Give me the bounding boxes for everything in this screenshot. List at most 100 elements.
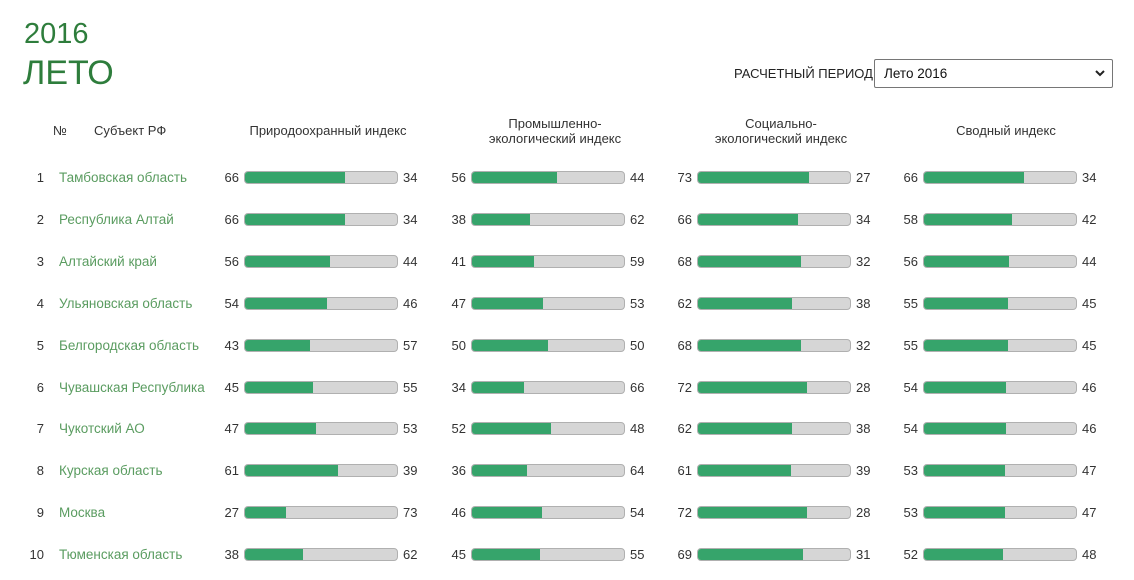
column-header-line: Сводный индекс	[956, 123, 1056, 138]
period-select[interactable]: Лето 2016	[874, 59, 1113, 88]
score-bar-fill	[245, 423, 317, 435]
score-bar-fill	[698, 255, 802, 267]
column-header-line: экологический индекс	[714, 131, 848, 146]
rank-number: 10	[29, 547, 44, 563]
score-bar	[697, 548, 851, 562]
score-bar-fill	[472, 172, 558, 183]
remainder-value: 38	[856, 421, 871, 437]
rank-number: 6	[36, 379, 44, 395]
score-bar-fill	[472, 381, 524, 393]
column-header-social-index: Социально- экологический индекс	[681, 116, 881, 146]
table-row: 1 Тамбовская область 66 34 56 44 73 27 66 34	[0, 163, 1134, 193]
remainder-value: 62	[403, 547, 418, 563]
remainder-value: 66	[630, 379, 645, 395]
score-value: 38	[224, 547, 239, 563]
score-value: 66	[903, 170, 918, 185]
score-bar-fill	[924, 465, 1005, 477]
region-link[interactable]: Белгородская область	[59, 337, 200, 353]
score-value: 56	[224, 253, 239, 269]
score-bar	[244, 254, 398, 268]
period-selected-value: Лето 2016	[884, 66, 948, 81]
region-link[interactable]: Курская область	[59, 463, 163, 479]
remainder-value: 55	[630, 547, 645, 563]
score-bar-fill	[472, 255, 535, 267]
score-bar-fill	[924, 423, 1007, 435]
remainder-value: 46	[1082, 379, 1097, 395]
table-row: 9 Москва 27 73 46 54 72 28 53 47	[0, 498, 1134, 528]
score-bar-fill	[698, 172, 809, 183]
score-bar	[923, 464, 1077, 478]
score-value: 34	[451, 379, 466, 395]
remainder-value: 34	[1082, 170, 1097, 185]
rank-number: 1	[36, 170, 44, 185]
remainder-value: 48	[1082, 547, 1097, 563]
score-value: 53	[903, 505, 918, 521]
score-value: 72	[677, 379, 692, 395]
score-bar-fill	[698, 381, 808, 393]
remainder-value: 53	[403, 421, 418, 437]
score-value: 66	[224, 211, 239, 227]
table-row: 2 Республика Алтай 66 34 38 62 66 34 58 42	[0, 205, 1134, 235]
region-link[interactable]: Алтайский край	[59, 253, 157, 269]
rank-number: 4	[36, 295, 44, 311]
remainder-value: 38	[856, 295, 871, 311]
remainder-value: 46	[1082, 421, 1097, 437]
region-link[interactable]: Чувашская Республика	[59, 379, 205, 395]
score-value: 61	[224, 463, 239, 479]
remainder-value: 45	[1082, 295, 1097, 311]
table-row: 5 Белгородская область 43 57 50 50 68 32 55 45	[0, 331, 1134, 361]
remainder-value: 28	[856, 505, 871, 521]
region-link[interactable]: Республика Алтай	[59, 211, 174, 227]
region-link[interactable]: Тюменская область	[59, 547, 183, 563]
remainder-value: 47	[1082, 463, 1097, 479]
remainder-value: 34	[403, 170, 418, 185]
score-value: 27	[224, 505, 239, 521]
score-value: 62	[677, 295, 692, 311]
score-bar	[471, 212, 625, 226]
remainder-value: 62	[630, 211, 645, 227]
score-value: 47	[451, 295, 466, 311]
rank-number: 5	[36, 337, 44, 353]
score-bar	[923, 171, 1077, 184]
rank-number: 7	[36, 421, 44, 437]
score-bar	[697, 171, 851, 184]
score-bar	[923, 422, 1077, 436]
region-link[interactable]: Москва	[59, 505, 106, 521]
remainder-value: 50	[630, 337, 645, 353]
column-header-summary-index: Сводный индекс	[906, 123, 1106, 138]
score-value: 61	[677, 463, 692, 479]
region-link[interactable]: Тамбовская область	[59, 170, 188, 185]
score-bar-fill	[924, 213, 1013, 225]
remainder-value: 34	[403, 211, 418, 227]
score-bar	[923, 506, 1077, 520]
score-bar	[471, 296, 625, 310]
score-value: 55	[903, 337, 918, 353]
score-value: 66	[224, 170, 239, 185]
score-bar-fill	[245, 381, 314, 393]
score-bar-fill	[472, 423, 552, 435]
score-bar-fill	[698, 339, 802, 351]
score-value: 66	[677, 211, 692, 227]
score-bar-fill	[245, 549, 303, 561]
remainder-value: 64	[630, 463, 645, 479]
score-bar	[697, 296, 851, 310]
score-bar	[244, 171, 398, 184]
score-bar	[471, 380, 625, 394]
score-bar	[923, 338, 1077, 352]
score-bar	[471, 506, 625, 520]
score-value: 46	[451, 505, 466, 521]
score-value: 69	[677, 547, 692, 563]
region-link[interactable]: Ульяновская область	[59, 295, 193, 311]
score-bar-fill	[245, 507, 287, 519]
score-bar-fill	[245, 255, 331, 267]
remainder-value: 44	[630, 170, 645, 185]
score-bar-fill	[472, 465, 527, 477]
remainder-value: 39	[856, 463, 871, 479]
column-header-line: Социально-	[745, 116, 817, 131]
score-bar-fill	[698, 297, 793, 309]
score-value: 54	[224, 295, 239, 311]
remainder-value: 32	[856, 253, 871, 269]
score-bar-fill	[924, 297, 1008, 309]
region-link[interactable]: Чукотский АО	[59, 421, 145, 437]
score-bar	[244, 422, 398, 436]
